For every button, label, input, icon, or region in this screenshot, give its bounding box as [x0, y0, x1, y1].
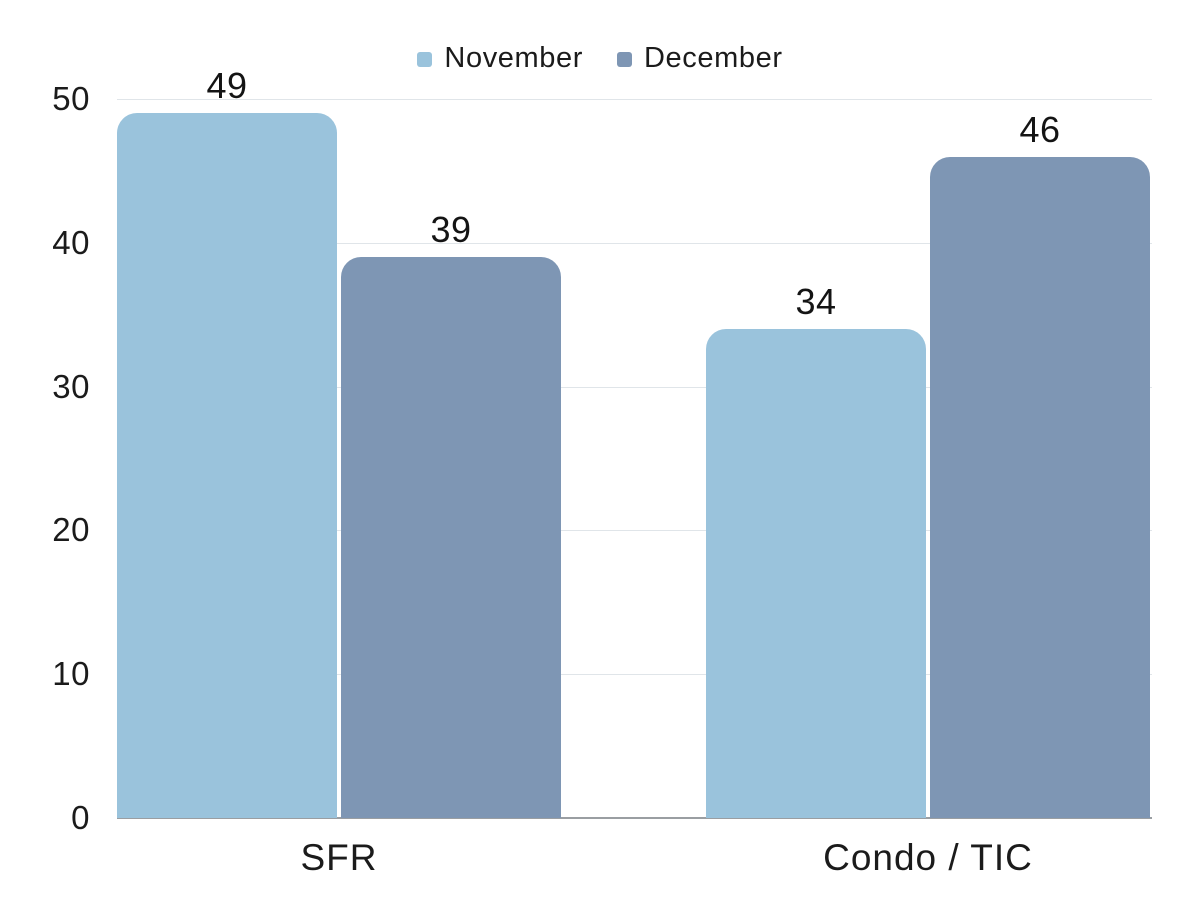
legend-swatch-icon — [417, 51, 433, 67]
y-tick-label: 0 — [71, 799, 90, 836]
bar-november-2 — [706, 329, 926, 818]
y-tick-label: 30 — [52, 367, 90, 405]
chart-legend: November December — [0, 36, 1200, 80]
legend-item-november: November — [417, 42, 583, 75]
gridline — [117, 242, 1152, 244]
bar-december-2 — [930, 156, 1150, 818]
legend-label: November — [444, 41, 583, 74]
bar-value-label: 34 — [795, 281, 837, 323]
legend-label: December — [644, 41, 783, 74]
gridline — [117, 99, 1152, 100]
bar-december-1 — [341, 257, 561, 818]
y-tick-label: 50 — [52, 80, 90, 117]
x-category-label: Condo / TIC — [823, 837, 1033, 878]
bar-value-label: 49 — [206, 65, 248, 107]
gridline — [117, 530, 1152, 532]
legend-swatch-icon — [617, 51, 632, 67]
x-category-label: SFR — [300, 837, 378, 878]
bar-value-label: 39 — [430, 209, 472, 251]
x-axis-line — [117, 817, 1152, 819]
gridline — [117, 674, 1152, 676]
y-tick-label: 10 — [52, 655, 90, 693]
legend-item-december: December — [617, 42, 783, 75]
gridline — [117, 386, 1152, 388]
bar-value-label: 46 — [1019, 108, 1061, 150]
bar-november-1 — [117, 113, 337, 818]
y-tick-label: 20 — [52, 511, 90, 549]
y-tick-label: 40 — [52, 223, 90, 261]
